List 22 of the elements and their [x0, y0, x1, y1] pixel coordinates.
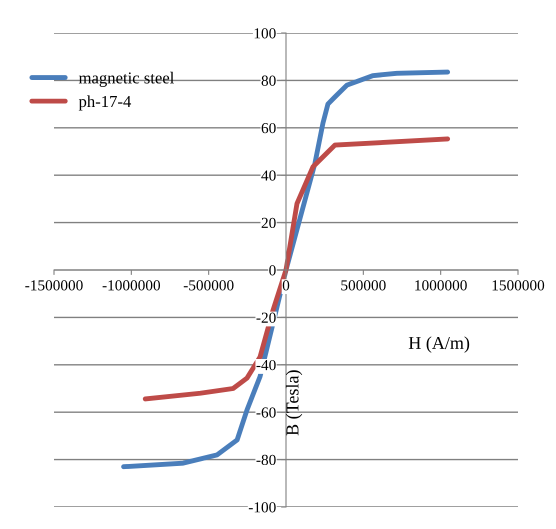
y-tick-label: 0: [269, 265, 276, 276]
y-tick-label: -100: [248, 502, 276, 512]
y-tick-label: 100: [254, 28, 276, 38]
y-tick-label: -20: [256, 312, 276, 323]
legend-label: magnetic steel: [78, 72, 174, 87]
legend-label: ph-17-4: [78, 95, 132, 111]
x-tick-label: -1500000: [25, 280, 83, 290]
x-tick-label: 1000000: [415, 280, 467, 290]
x-axis-title: H (A/m): [408, 336, 470, 353]
y-tick-label: -80: [256, 454, 276, 466]
y-tick-label: -40: [256, 360, 276, 370]
y-axis-title: B (Tesla): [286, 370, 302, 436]
y-tick-label: 80: [262, 76, 276, 86]
x-tick-label: -500000: [184, 280, 234, 290]
x-tick-label: 500000: [341, 280, 386, 290]
x-tick-label: 0: [282, 280, 290, 290]
x-tick-label: -1000000: [102, 280, 160, 290]
y-tick-label: -60: [256, 407, 276, 418]
y-tick-label: 40: [261, 170, 276, 181]
x-tick-label: 1500000: [492, 280, 544, 290]
y-tick-label: 20: [262, 218, 276, 228]
y-tick-label: 60: [262, 122, 276, 134]
